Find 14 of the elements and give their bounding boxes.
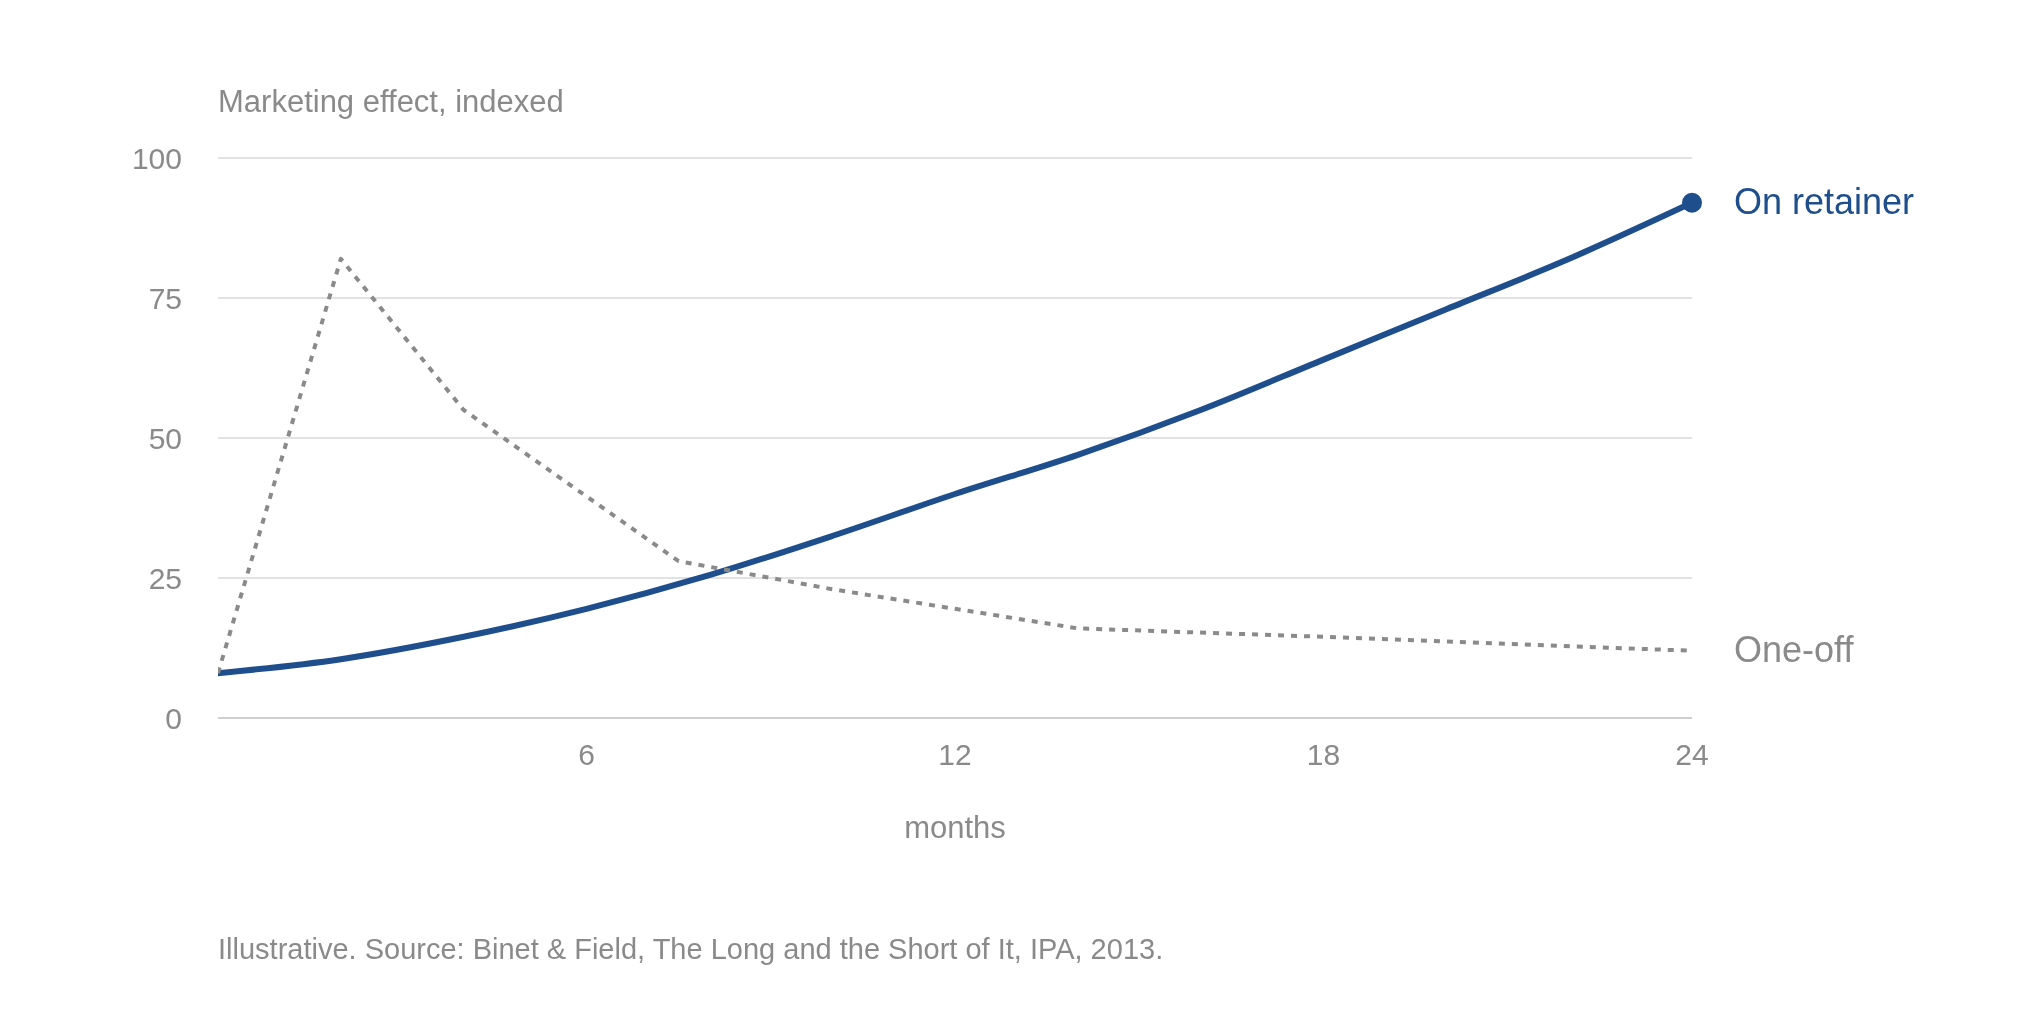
x-tick-label: 18 [1306,738,1341,772]
y-tick-label: 50 [148,421,182,455]
x-tick-label: 6 [578,738,595,772]
y-tick-label: 25 [148,561,182,595]
x-tick-label: 12 [938,738,972,772]
x-axis-title: months [904,810,1006,845]
series-label: On retainer [1734,180,1915,222]
y-axis-title: Marketing effect, indexed [218,84,564,120]
series-label: One-off [1734,628,1855,670]
x-tick-label: 24 [1675,738,1709,772]
y-tick-label: 0 [165,701,182,735]
y-tick-label: 100 [131,141,182,175]
text: Illustrative. Source: Binet & Field, The Long and the Short of It, IPA, 2013. [218,933,1164,966]
y-tick-label: 75 [148,281,182,315]
